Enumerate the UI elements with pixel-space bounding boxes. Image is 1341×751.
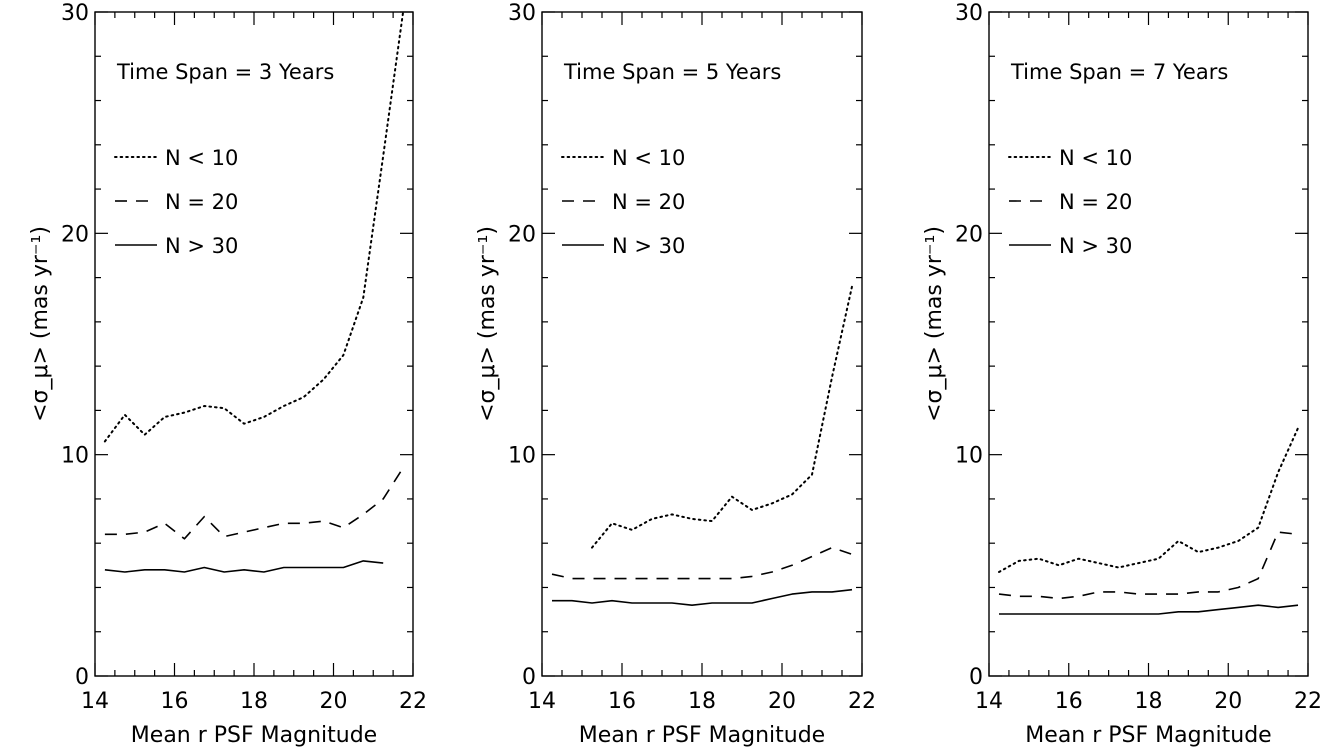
x-tick-label: 14: [81, 689, 109, 714]
y-axis-label: <σ_μ> (mas yr⁻¹): [922, 226, 947, 422]
chart-panel-1: 14 16 18 20 22 0 10 20 30 Mean r PSF Magnitude <σ_…: [28, 1, 427, 748]
plot-frame: [94, 11, 414, 677]
y-tick-label: 30: [508, 1, 536, 26]
legend-label: N = 20: [612, 190, 685, 214]
y-axis-label: <σ_μ> (mas yr⁻¹): [28, 226, 53, 422]
x-tick-label: 22: [399, 689, 427, 714]
y-tick-label: 0: [522, 665, 536, 690]
chart-panel-3: 14 16 18 20 22 0 10 20 30 Mean r PSF Magnitude <σ_…: [922, 1, 1322, 748]
plot-frame: [541, 11, 863, 677]
series-line-dashed: [998, 531, 1299, 600]
y-tick-label: 0: [75, 665, 89, 690]
chart-panel-2: 14 16 18 20 22 0 10 20 30 Mean r PSF Magnitude <σ_…: [475, 1, 876, 748]
x-tick-label: 16: [608, 689, 636, 714]
x-tick-label: 14: [528, 689, 556, 714]
series-line-dotted: [103, 11, 405, 443]
x-tick-label: 20: [320, 689, 348, 714]
x-tick-label: 22: [1294, 689, 1322, 714]
series-line-solid: [552, 588, 853, 607]
time-span-annotation: Time Span = 5 Years: [563, 60, 781, 84]
x-axis-label: Mean r PSF Magnitude: [579, 723, 825, 748]
legend-label: N > 30: [612, 234, 685, 258]
legend-label: N < 10: [165, 146, 238, 170]
legend-label: N = 20: [1059, 190, 1132, 214]
y-tick-label: 10: [61, 444, 89, 469]
y-tick-label: 20: [61, 222, 89, 247]
y-tick-label: 10: [508, 444, 536, 469]
legend-label: N > 30: [1059, 234, 1132, 258]
x-axis-label: Mean r PSF Magnitude: [131, 723, 377, 748]
y-tick-label: 0: [969, 665, 983, 690]
x-tick-label: 22: [848, 689, 876, 714]
y-tick-label: 20: [955, 222, 983, 247]
legend-label: N > 30: [165, 234, 238, 258]
time-span-annotation: Time Span = 3 Years: [116, 60, 334, 84]
series-line-dotted: [591, 285, 853, 549]
y-tick-label: 10: [955, 444, 983, 469]
x-tick-label: 18: [1135, 689, 1163, 714]
x-tick-label: 16: [161, 689, 189, 714]
y-tick-label: 30: [955, 1, 983, 26]
plot-frame: [988, 11, 1309, 677]
x-tick-label: 20: [768, 689, 796, 714]
x-axis-label: Mean r PSF Magnitude: [1025, 723, 1271, 748]
x-tick-label: 20: [1214, 689, 1242, 714]
series-line-dotted: [998, 427, 1299, 573]
y-axis-label: <σ_μ> (mas yr⁻¹): [475, 226, 500, 422]
legend-label: N = 20: [165, 190, 238, 214]
y-tick-label: 20: [508, 222, 536, 247]
series-line-solid: [104, 560, 384, 573]
x-tick-label: 16: [1055, 689, 1083, 714]
legend-label: N < 10: [1059, 146, 1132, 170]
legend-label: N < 10: [612, 146, 685, 170]
series-line-dashed: [551, 546, 853, 580]
series-line-dashed: [104, 467, 404, 540]
y-tick-label: 30: [61, 1, 89, 26]
x-tick-label: 18: [240, 689, 268, 714]
x-tick-label: 14: [975, 689, 1003, 714]
series-line-solid: [999, 604, 1299, 615]
time-span-annotation: Time Span = 7 Years: [1010, 60, 1228, 84]
x-tick-label: 18: [688, 689, 716, 714]
